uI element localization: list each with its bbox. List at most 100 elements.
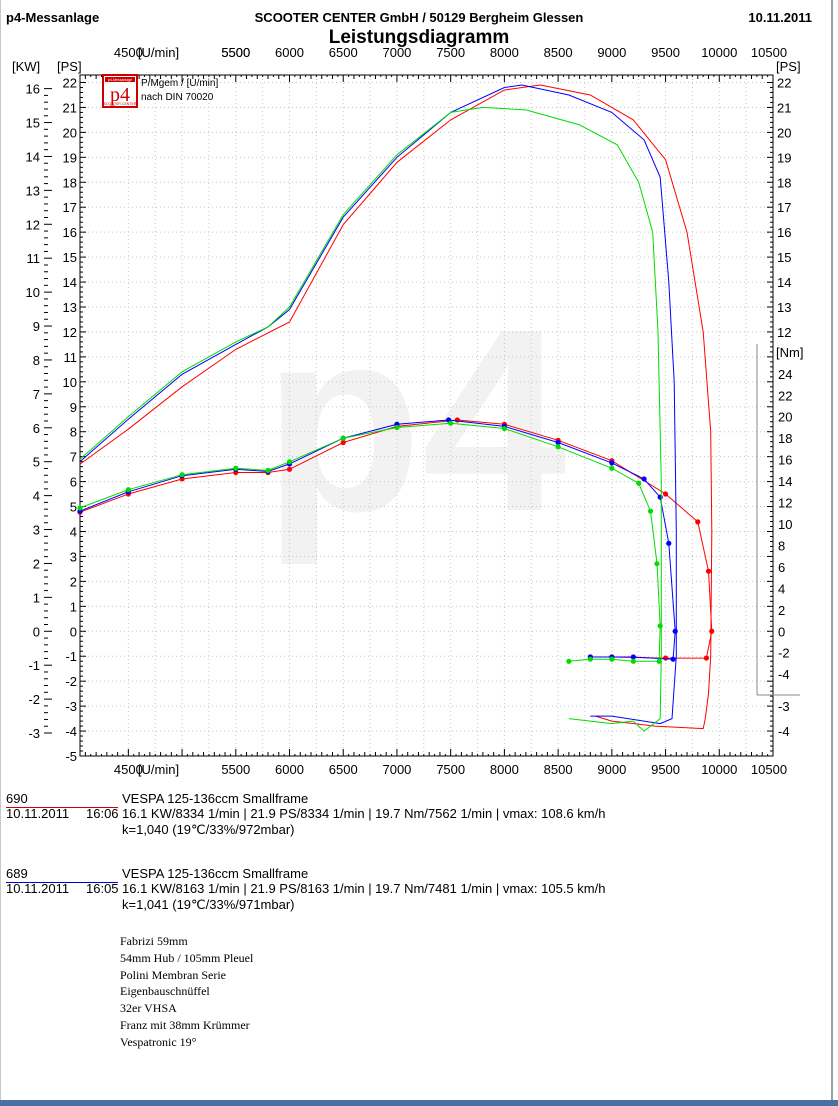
ps-tick-label-right: 18: [777, 175, 791, 190]
ps-tick-label-right: 13: [777, 300, 791, 315]
chart-title: Leistungsdiagramm: [328, 27, 510, 48]
x-unit-label-bottom: [U/min]: [138, 762, 179, 777]
logo-bar-top: [105, 77, 135, 82]
ps-tick-label-left: 20: [63, 125, 77, 140]
note-line: 32er VHSA: [120, 1001, 177, 1016]
torque-point: [340, 435, 346, 441]
torque-point: [647, 508, 654, 514]
record-689-date: 10.11.2011: [6, 881, 70, 896]
nm-tick-label: 12: [778, 496, 792, 511]
nm-tick-label: 6: [778, 560, 785, 575]
record-689-stats: 16.1 KW/8163 1/min | 21.9 PS/8163 1/min …: [122, 881, 606, 896]
torque-point: [656, 658, 662, 664]
kw-tick-label: 1: [33, 590, 40, 605]
ps-tick-label-left: 5: [70, 500, 77, 515]
company-name: SCOOTER CENTER GmbH / 50129 Bergheim Gle…: [254, 10, 584, 25]
torque-point: [662, 655, 669, 661]
torque-point: [630, 658, 636, 664]
ps-tick-label-left: 4: [70, 524, 77, 539]
x-tick-label-bottom: 7500: [436, 762, 465, 777]
ps-tick-label-left: 7: [70, 450, 77, 465]
ps-tick-label-left: 21: [63, 100, 77, 115]
kw-tick-label: -2: [28, 692, 40, 707]
torque-point: [641, 476, 647, 482]
torque-point: [286, 466, 293, 472]
x-tick-label-top: 6500: [329, 45, 358, 60]
torque-point: [501, 425, 507, 432]
nm-tick-label: 14: [778, 474, 792, 489]
x-tick-label-top: 10500: [751, 45, 787, 60]
ps-tick-label-left: 14: [63, 275, 77, 290]
torque-point: [394, 424, 400, 431]
kw-tick-label: 15: [26, 116, 40, 131]
record-689-underline: [6, 882, 118, 883]
kw-tick-label: 9: [33, 319, 40, 334]
nm-tick-label: 8: [778, 538, 785, 553]
ps-tick-label-left: 6: [70, 475, 77, 490]
torque-point: [705, 568, 712, 574]
record-690-title: VESPA 125-136ccm Smallframe: [122, 791, 309, 806]
x-tick-label-top: 9000: [597, 45, 626, 60]
logo-small-text-top: p4-Messanlage: [108, 78, 132, 82]
ps-tick-label-right: 14: [777, 275, 791, 290]
tick-marks: [44, 75, 774, 757]
ps-tick-label-left: 8: [70, 425, 77, 440]
ps-tick-label-left: 18: [63, 175, 77, 190]
x-tick-label-bottom: 8500: [544, 762, 573, 777]
x-tick-label-bottom: 6500: [329, 762, 358, 777]
nm-tick-label: -4: [778, 667, 790, 682]
torque-point: [233, 465, 239, 471]
power-curve: [79, 106, 662, 732]
nm-tick-label: 0: [778, 624, 785, 639]
kw-tick-label: 5: [33, 455, 40, 470]
torque-point: [636, 480, 642, 486]
kw-tick-label: 10: [26, 285, 40, 300]
note-line: Polini Membran Serie: [120, 967, 226, 982]
ps-axis-label-right: [PS]: [776, 59, 801, 74]
kw-tick-label: 3: [33, 523, 40, 538]
ps-tick-label-left: -5: [65, 749, 77, 764]
nm-tick-label: 18: [778, 431, 792, 446]
torque-point: [654, 561, 660, 567]
note-line: Franz mit 38mm Krümmer: [120, 1017, 250, 1032]
setup-notes: Fabrizi 59mm 54mm Hub / 105mm Pleuel Pol…: [120, 933, 253, 1051]
note-line: 54mm Hub / 105mm Pleuel: [120, 950, 254, 965]
ps-tick-label-right: 20: [777, 125, 791, 140]
power-curve: [79, 84, 677, 725]
ps-tick-label-right: 22: [777, 75, 791, 90]
note-line: Eigenbauschnüffel: [120, 984, 210, 999]
x-tick-label-bottom: 4500: [114, 762, 143, 777]
kw-tick-label: 16: [26, 82, 40, 97]
ps-tick-label-right: 21: [777, 100, 791, 115]
torque-point: [670, 656, 676, 662]
kw-axis-label: [KW]: [12, 59, 40, 74]
torque-point: [125, 487, 131, 493]
window-left-border: [0, 0, 1, 1106]
kw-tick-label: -3: [28, 726, 40, 741]
kw-tick-label: 0: [33, 624, 40, 639]
nm-tick-label: 20: [778, 410, 792, 425]
record-690-date: 10.11.2011: [6, 806, 70, 821]
torque-curve: [79, 419, 676, 660]
nm-tick-label-bottom: -4: [778, 724, 790, 739]
torque-point: [662, 491, 669, 497]
torque-point: [265, 467, 271, 473]
x-tick-label-bottom: 8000: [490, 762, 519, 777]
nm-tick-label: 24: [778, 367, 792, 382]
x-tick-label-top: 5500: [221, 45, 250, 60]
torque-point: [587, 656, 593, 662]
ps-tick-label-left: -3: [65, 699, 77, 714]
app-name: p4-Messanlage: [6, 10, 100, 25]
kw-tick-label: 8: [33, 353, 40, 368]
legend-units: P/Mgem / [U/min]: [141, 78, 218, 89]
ps-axis-label-left: [PS]: [57, 59, 82, 74]
plot-frame: [79, 74, 774, 757]
torque-point: [703, 655, 709, 661]
x-unit-label-top: [U/min]: [138, 45, 179, 60]
window-bottom-border: [0, 1100, 838, 1106]
torque-point: [657, 623, 663, 629]
record-689-title: VESPA 125-136ccm Smallframe: [122, 866, 309, 881]
logo-small-text-bottom: SCOOTER CENTER: [104, 102, 137, 106]
kw-tick-label: 2: [33, 556, 40, 571]
